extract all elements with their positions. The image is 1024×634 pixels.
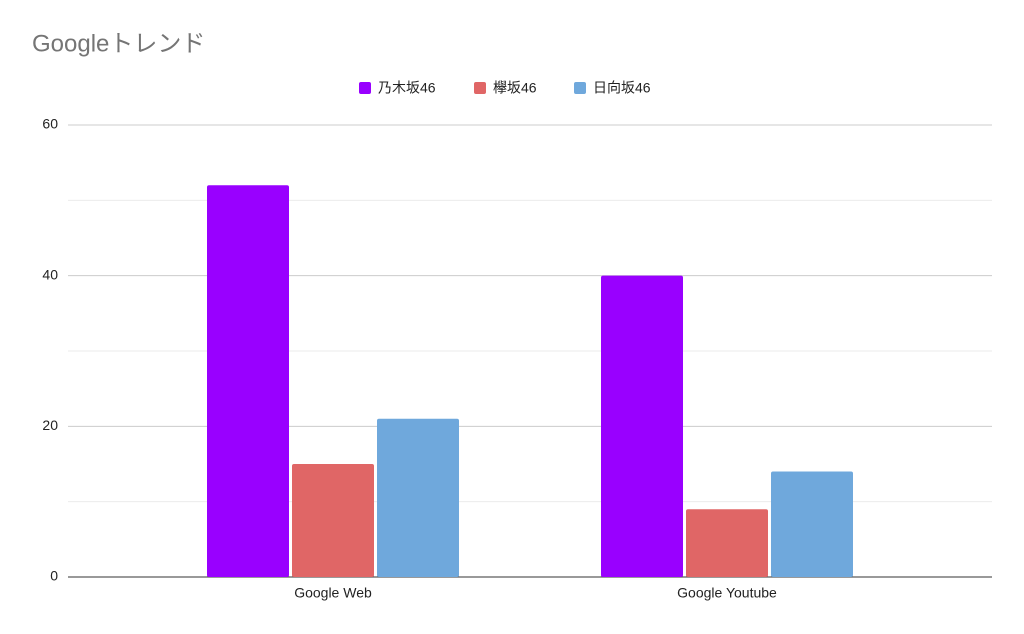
bar [207, 185, 289, 577]
legend-label: 欅坂46 [493, 80, 537, 96]
legend-swatch [574, 82, 586, 94]
x-tick-label: Google Web [294, 585, 372, 601]
bar [686, 509, 768, 577]
y-tick-label: 40 [42, 266, 58, 282]
y-tick-label: 0 [50, 568, 58, 584]
bar [377, 418, 459, 577]
legend-swatch [474, 82, 486, 94]
x-tick-label: Google Youtube [677, 585, 777, 601]
bar [771, 471, 853, 577]
y-tick-label: 60 [42, 116, 58, 132]
chart-title: Googleトレンド [32, 30, 205, 57]
y-tick-label: 20 [42, 417, 58, 433]
legend-label: 乃木坂46 [378, 80, 436, 96]
bar [601, 275, 683, 577]
bar [292, 464, 374, 577]
legend-swatch [359, 82, 371, 94]
legend-label: 日向坂46 [593, 80, 651, 96]
